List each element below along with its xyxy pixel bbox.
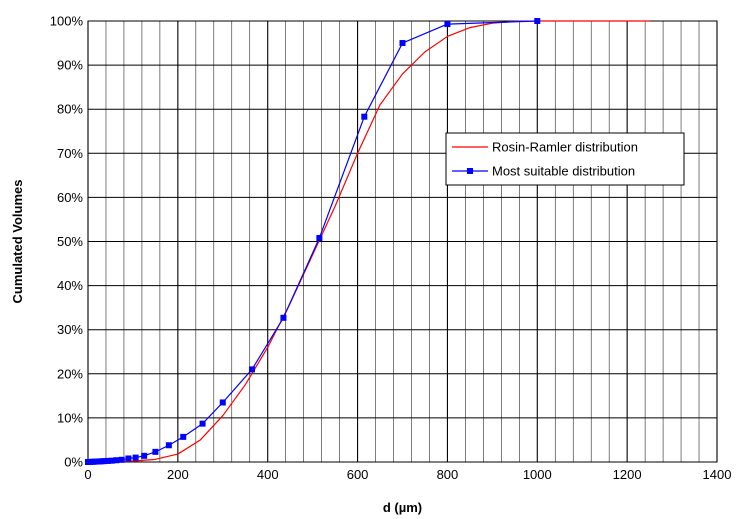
gridlines: [87, 20, 718, 463]
y-tick-label: 90%: [57, 58, 83, 73]
x-tick-label: 1000: [523, 467, 552, 482]
data-point-marker: [361, 113, 368, 120]
x-tick-label: 800: [437, 467, 459, 482]
data-point-marker: [132, 454, 139, 461]
x-tick-label: 400: [257, 467, 279, 482]
data-point-marker: [199, 420, 206, 427]
x-tick-label: 600: [347, 467, 369, 482]
data-point-marker: [152, 448, 159, 455]
legend-label: Rosin-Ramler distribution: [492, 140, 638, 155]
y-tick-label: 30%: [57, 322, 83, 337]
data-point-marker: [165, 442, 172, 449]
data-point-marker: [141, 452, 148, 459]
legend-swatch-marker: [467, 168, 473, 174]
series-layer: [85, 18, 650, 465]
data-point-marker: [180, 433, 187, 440]
y-axis-title: Cumulated Volumes: [10, 179, 25, 303]
y-tick-label: 40%: [57, 278, 83, 293]
y-tick-labels: 0% 10% 20% 30% 40% 50% 60% 70% 80% 90% 100%: [50, 14, 84, 470]
data-point-marker: [316, 234, 323, 241]
legend-box: [445, 132, 685, 186]
y-tick-label: 10%: [57, 410, 83, 425]
data-point-marker: [125, 455, 132, 462]
legend-label: Most suitable distribution: [492, 164, 635, 179]
x-tick-labels: 0 200 400 600 800 1000 1200 1400: [84, 467, 731, 482]
y-tick-label: 0%: [64, 455, 83, 470]
legend: Rosin-Ramler distribution Most suitable d…: [445, 132, 685, 186]
data-point-marker: [101, 458, 108, 465]
y-tick-label: 20%: [57, 366, 83, 381]
y-tick-label: 50%: [57, 234, 83, 249]
data-point-marker: [444, 21, 451, 28]
data-point-marker: [108, 457, 115, 464]
data-point-marker: [219, 399, 226, 406]
x-tick-label: 200: [167, 467, 189, 482]
x-tick-label: 0: [84, 467, 91, 482]
data-point-marker: [399, 40, 406, 47]
data-point-marker: [113, 457, 120, 464]
data-point-marker: [118, 456, 125, 463]
y-tick-label: 100%: [50, 14, 84, 29]
data-point-marker: [280, 314, 287, 321]
data-point-marker: [104, 457, 111, 464]
x-tick-label: 1200: [613, 467, 642, 482]
x-tick-label: 1400: [703, 467, 732, 482]
data-point-marker: [248, 366, 255, 373]
plot-area: [87, 20, 718, 463]
data-point-marker: [534, 18, 541, 24]
y-tick-label: 70%: [57, 146, 83, 161]
y-tick-label: 60%: [57, 190, 83, 205]
x-axis-title: d (µm): [383, 500, 422, 515]
y-tick-label: 80%: [57, 102, 83, 117]
series-line-1: [87, 20, 650, 463]
